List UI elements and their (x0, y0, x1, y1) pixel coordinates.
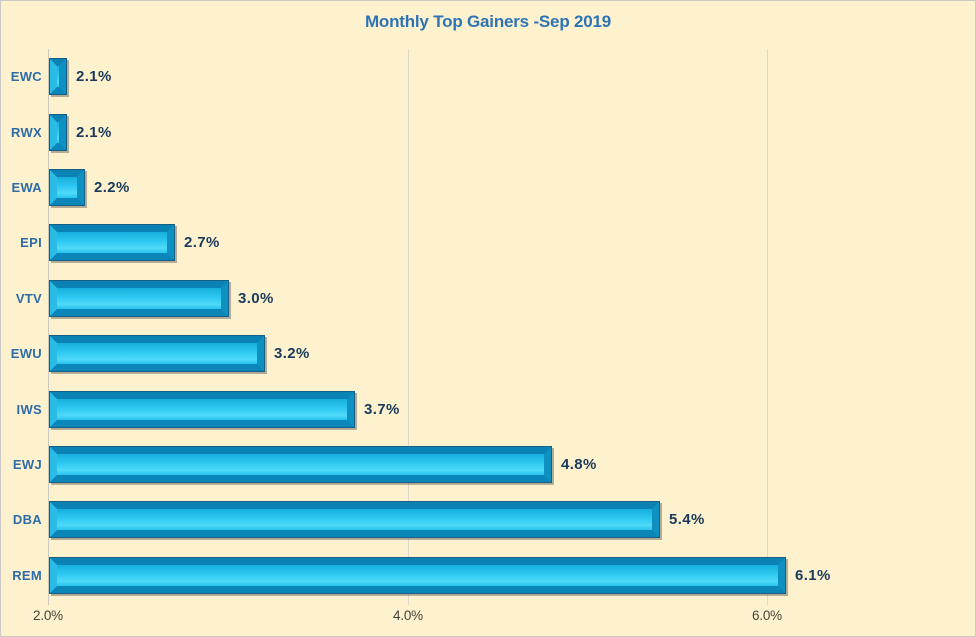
category-row: REM (1, 548, 42, 603)
bar-bevel (50, 391, 354, 427)
category-label-EWU: EWU (10, 346, 42, 362)
bar-REM (49, 556, 786, 594)
category-label-EWA: EWA (11, 180, 42, 196)
x-axis-ticks: 2.0% 4.0% 6.0% (1, 608, 975, 628)
bar-bevel (50, 336, 264, 372)
bar-row: 6.1% (49, 548, 961, 603)
category-row: RWX (1, 104, 42, 159)
category-row: IWS (1, 381, 42, 436)
bar-row: 5.4% (49, 492, 961, 547)
category-label-EWJ: EWJ (12, 457, 42, 473)
bar-value-label: 5.4% (669, 511, 705, 529)
category-label-RWX: RWX (11, 124, 42, 140)
category-label-IWS: IWS (16, 401, 42, 417)
bar-bevel (50, 280, 228, 316)
bar-row: 3.7% (49, 381, 961, 436)
bar-bevel (50, 225, 174, 261)
x-tick-label: 4.0% (393, 608, 423, 623)
bar-value-label: 3.2% (274, 345, 310, 363)
chart-title: Monthly Top Gainers -Sep 2019 (364, 12, 612, 31)
category-label-EWC: EWC (10, 69, 42, 85)
bar-bevel (50, 447, 551, 483)
bar-value-label: 4.8% (561, 456, 597, 474)
bar-value-label: 2.1% (76, 123, 112, 141)
bar-DBA (49, 501, 660, 539)
plot-area: 2.1% 2.1% 2.2% 2.7% 3.0% 3.2% 3.7% 4.8% 5.4% 6.1% (48, 49, 961, 605)
bar-bevel (50, 502, 659, 538)
x-tick-label: 6.0% (752, 608, 782, 623)
gridline-6 (767, 49, 768, 605)
bar-row: 3.2% (49, 326, 961, 381)
bar-bevel (50, 114, 66, 150)
category-label-REM: REM (12, 567, 42, 583)
bar-row: 4.8% (49, 437, 961, 492)
bar-EWC (49, 58, 67, 96)
bar-value-label: 2.2% (94, 179, 130, 197)
category-row: EWC (1, 49, 42, 104)
category-row: EWJ (1, 437, 42, 492)
bar-row: 3.0% (49, 271, 961, 326)
gridline-4 (408, 49, 409, 605)
category-row: EWU (1, 326, 42, 381)
bar-EWU (49, 335, 265, 373)
category-axis: EWC RWX EWA EPI VTV EWU IWS EWJ DBA REM (1, 49, 42, 603)
y-axis-line (48, 49, 49, 605)
category-label-DBA: DBA (12, 512, 42, 528)
bar-IWS (49, 390, 355, 428)
bar-value-label: 6.1% (795, 566, 831, 584)
bar-EWA (49, 169, 85, 207)
bar-row: 2.1% (49, 104, 961, 159)
bar-value-label: 2.1% (76, 68, 112, 86)
bar-EWJ (49, 446, 552, 484)
bar-row: 2.7% (49, 215, 961, 270)
category-label-EPI: EPI (20, 235, 42, 251)
bar-VTV (49, 279, 229, 317)
bar-value-label: 2.7% (184, 234, 220, 252)
bar-value-label: 3.0% (238, 289, 274, 307)
category-row: VTV (1, 271, 42, 326)
bar-EPI (49, 224, 175, 262)
bar-bevel (50, 170, 84, 206)
bar-row: 2.1% (49, 49, 961, 104)
bar-bevel (50, 557, 785, 593)
bar-value-label: 3.7% (364, 400, 400, 418)
category-row: DBA (1, 492, 42, 547)
bar-bevel (50, 59, 66, 95)
category-row: EPI (1, 215, 42, 270)
bar-rows: 2.1% 2.1% 2.2% 2.7% 3.0% 3.2% 3.7% 4.8% 5.4% 6.1% (49, 49, 961, 603)
category-row: EWA (1, 160, 42, 215)
bar-RWX (49, 113, 67, 151)
bar-row: 2.2% (49, 160, 961, 215)
x-tick-label: 2.0% (33, 608, 63, 623)
category-label-VTV: VTV (15, 290, 42, 306)
